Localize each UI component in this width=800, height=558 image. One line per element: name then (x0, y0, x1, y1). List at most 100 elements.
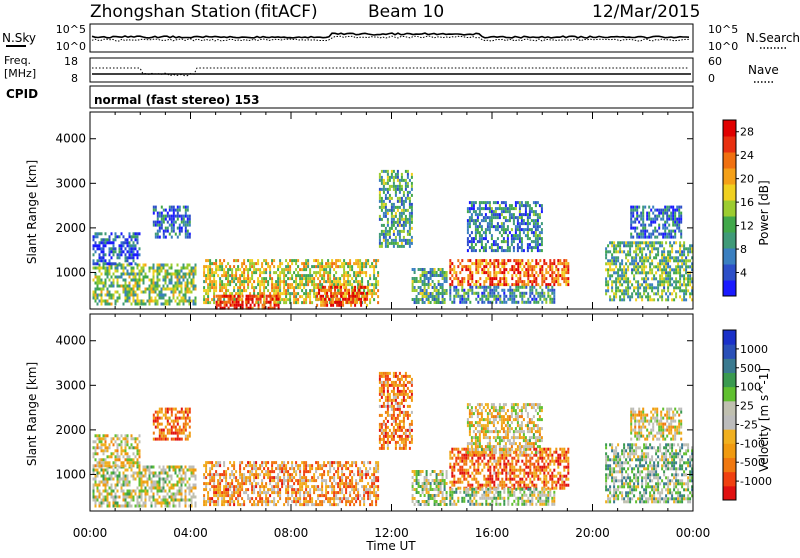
heatmap-cell (629, 298, 631, 301)
heatmap-cell (491, 222, 493, 225)
heatmap-cell (375, 277, 377, 280)
heatmap-cell (347, 265, 349, 268)
heatmap-cell (303, 274, 305, 277)
heatmap-cell (119, 285, 121, 288)
heatmap-cell (219, 473, 221, 476)
heatmap-cell (489, 262, 491, 265)
heatmap-cell (481, 201, 483, 204)
heatmap-cell (297, 283, 299, 286)
heatmap-cell (249, 461, 251, 464)
heatmap-cell (287, 292, 289, 295)
heatmap-cell (258, 304, 260, 307)
heatmap-cell (647, 256, 649, 259)
heatmap-cell (233, 503, 235, 506)
heatmap-cell (627, 241, 629, 244)
heatmap-cell (385, 170, 387, 173)
heatmap-cell (649, 295, 651, 298)
heatmap-cell (631, 295, 633, 298)
heatmap-cell (491, 289, 493, 292)
heatmap-cell (395, 242, 397, 245)
heatmap-cell (481, 259, 483, 262)
heatmap-cell (515, 228, 517, 231)
heatmap-cell (143, 303, 145, 306)
heatmap-cell (426, 274, 428, 277)
heatmap-cell (630, 206, 632, 209)
heatmap-cell (209, 301, 211, 304)
heatmap-cell (109, 297, 111, 300)
heatmap-cell (515, 286, 517, 289)
heatmap-cell (133, 273, 135, 276)
heatmap-cell (438, 298, 440, 301)
heatmap-cell (123, 499, 125, 502)
heatmap-cell (515, 259, 517, 262)
heatmap-cell (527, 225, 529, 228)
heatmap-cell (444, 277, 446, 280)
heatmap-cell (101, 493, 103, 496)
heatmap-cell (329, 268, 331, 271)
heatmap-cell (273, 289, 275, 292)
heatmap-cell (511, 240, 513, 243)
heatmap-cell (489, 246, 491, 249)
heatmap-cell (353, 262, 355, 265)
heatmap-cell (167, 417, 169, 420)
heatmap-cell (297, 265, 299, 268)
heatmap-cell (383, 239, 385, 242)
heatmap-cell (503, 292, 505, 295)
heatmap-cell (668, 218, 670, 221)
heatmap-cell (519, 231, 521, 234)
heatmap-cell (111, 478, 113, 481)
heatmap-cell (389, 236, 391, 239)
heatmap-cell (223, 476, 225, 479)
heatmap-cell (335, 271, 337, 274)
heatmap-cell (611, 262, 613, 265)
heatmap-cell (220, 295, 222, 298)
heatmap-cell (149, 496, 151, 499)
heatmap-cell (680, 233, 682, 236)
heatmap-cell (467, 259, 469, 262)
heatmap-cell (195, 273, 197, 276)
heatmap-cell (661, 256, 663, 259)
heatmap-cell (613, 256, 615, 259)
heatmap-cell (167, 273, 169, 276)
heatmap-cell (175, 417, 177, 420)
heatmap-cell (107, 493, 109, 496)
heatmap-cell (258, 298, 260, 301)
heatmap-cell (260, 301, 262, 304)
heatmap-cell (634, 209, 636, 212)
heatmap-cell (674, 224, 676, 227)
heatmap-cell (625, 244, 627, 247)
heatmap-cell (233, 464, 235, 467)
heatmap-cell (273, 283, 275, 286)
heatmap-cell (654, 209, 656, 212)
heatmap-cell (407, 221, 409, 224)
heatmap-cell (669, 292, 671, 295)
heatmap-cell (647, 247, 649, 250)
heatmap-cell (525, 201, 527, 204)
heatmap-cell (477, 231, 479, 234)
heatmap-cell (503, 237, 505, 240)
heatmap-cell (533, 268, 535, 271)
heatmap-cell (467, 243, 469, 246)
heatmap-cell (537, 201, 539, 204)
freq-left-label-2: [MHz] (4, 67, 36, 80)
heatmap-cell (163, 264, 165, 267)
heatmap-cell (655, 241, 657, 244)
heatmap-cell (163, 215, 165, 218)
heatmap-cell (369, 283, 371, 286)
heatmap-cell (169, 481, 171, 484)
heatmap-cell (253, 491, 255, 494)
heatmap-cell (195, 303, 197, 306)
heatmap-cell (689, 283, 691, 286)
heatmap-cell (211, 262, 213, 265)
heatmap-cell (113, 297, 115, 300)
heatmap-cell (363, 262, 365, 265)
heatmap-cell (219, 476, 221, 479)
heatmap-cell (278, 304, 280, 307)
heatmap-cell (179, 209, 181, 212)
heatmap-cell (117, 475, 119, 478)
heatmap-cell (521, 216, 523, 219)
heatmap-cell (432, 280, 434, 283)
heatmap-cell (207, 482, 209, 485)
heatmap-cell (513, 213, 515, 216)
heatmap-cell (117, 256, 119, 259)
